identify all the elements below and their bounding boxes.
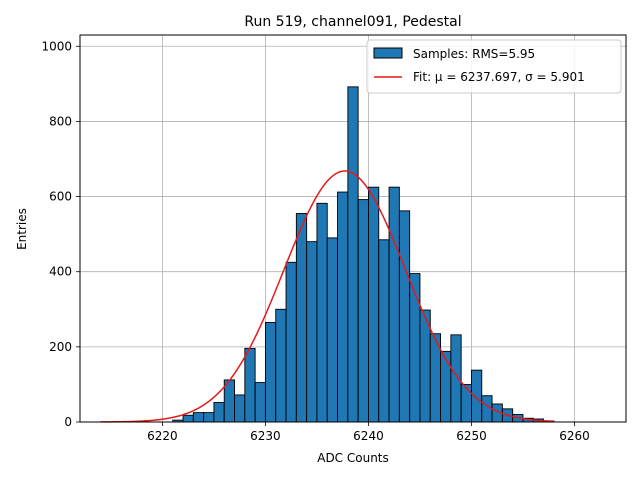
- histogram-bar: [440, 350, 452, 423]
- histogram-bar: [275, 308, 287, 423]
- histogram-bar: [368, 186, 380, 423]
- histogram-bars: [172, 86, 555, 423]
- histogram-bar: [481, 395, 493, 423]
- histogram-bar: [254, 382, 266, 423]
- histogram-bar: [471, 369, 483, 423]
- plot-frame: [79, 34, 627, 423]
- chart-title: Run 519, channel091, Pedestal: [244, 14, 461, 30]
- histogram-bar: [244, 347, 256, 423]
- histogram-bar: [264, 321, 277, 423]
- legend-box: [366, 39, 622, 94]
- histogram-bar: [347, 86, 359, 423]
- y-axis-ticks: 0 200 400 600 800 1000: [41, 39, 80, 429]
- y-tick-label: 800: [49, 114, 72, 128]
- legend-bar-swatch: [373, 47, 403, 59]
- histogram-bar: [223, 379, 235, 423]
- x-tick-label: 6260: [559, 429, 590, 443]
- histogram-bar: [192, 412, 205, 423]
- histogram-bar: [357, 199, 369, 423]
- x-tick-label: 6220: [147, 429, 178, 443]
- histogram-bar: [295, 213, 308, 423]
- y-tick-label: 200: [49, 340, 72, 354]
- histogram-bar: [213, 402, 225, 423]
- histogram-bar: [378, 239, 390, 423]
- histogram-bar: [234, 394, 246, 423]
- legend-histogram-label: Samples: RMS=5.95: [413, 47, 535, 61]
- y-tick-label: 400: [49, 265, 72, 279]
- histogram-bar: [388, 186, 400, 423]
- y-tick-label: 1000: [41, 39, 72, 53]
- legend: Samples: RMS=5.95 Fit: μ = 6237.697, σ =…: [366, 39, 622, 94]
- x-axis-ticks: 6220 6230 6240 6250 6260: [147, 422, 590, 443]
- x-axis-label: ADC Counts: [317, 451, 389, 465]
- histogram-bar: [182, 414, 194, 423]
- histogram-bar: [398, 210, 411, 423]
- histogram-bar: [337, 191, 349, 423]
- x-tick-label: 6240: [353, 429, 384, 443]
- x-tick-label: 6230: [250, 429, 281, 443]
- histogram-bar: [316, 202, 328, 423]
- histogram-bar: [460, 383, 472, 423]
- legend-fit-label: Fit: μ = 6237.697, σ = 5.901: [413, 70, 585, 84]
- y-axis-label: Entries: [15, 208, 29, 250]
- histogram-bar: [306, 241, 318, 423]
- histogram-bar: [450, 334, 462, 423]
- histogram-bar: [409, 273, 421, 423]
- x-tick-label: 6250: [456, 429, 487, 443]
- y-tick-label: 0: [64, 415, 72, 429]
- histogram-bar: [203, 412, 215, 423]
- histogram-bar: [326, 237, 338, 423]
- y-tick-label: 600: [49, 190, 72, 204]
- histogram-bar: [285, 261, 297, 423]
- fit-curve: [100, 170, 554, 423]
